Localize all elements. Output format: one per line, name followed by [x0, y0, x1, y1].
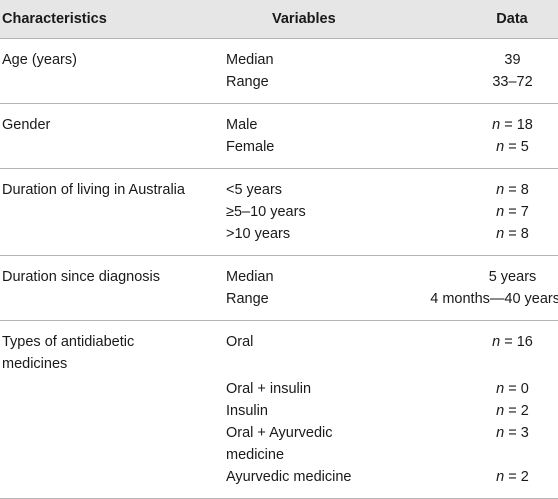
data-cell: 5 years 4 months—40 years: [426, 255, 558, 321]
variable-label: Oral + Ayurvedic medicine: [226, 425, 333, 463]
variables-cell: Median Range: [226, 255, 426, 321]
variables-cell: Oral Oral + insulin Insulin Oral + Ayurv…: [226, 320, 426, 499]
data-value: 39: [504, 52, 521, 68]
n-count: = 8: [504, 182, 529, 198]
n-symbol: n: [496, 204, 505, 220]
variable-label: Oral: [226, 334, 254, 350]
n-symbol: n: [492, 334, 501, 350]
variable-label: >10 years: [226, 226, 291, 242]
table-row-gender: Gender Male Female n = 18 n = 5: [0, 103, 558, 169]
n-count: = 18: [500, 117, 533, 133]
table-row-duration-diagnosis: Duration since diagnosis Median Range 5 …: [0, 255, 558, 321]
table-row-medicines: Types of antidiabetic medicines Oral Ora…: [0, 320, 558, 499]
data-value: n = 5: [427, 136, 558, 158]
table-row-age: Age (years) Median Range 39 33–72: [0, 38, 558, 104]
variable-label: Range: [226, 291, 269, 307]
characteristic-label: Duration since diagnosis: [2, 269, 160, 285]
variable-label: Ayurvedic medicine: [226, 469, 352, 485]
data-value: 4 months—40 years: [430, 291, 558, 307]
data-cell: n = 18 n = 5: [426, 103, 558, 169]
variable-label: Insulin: [226, 403, 268, 419]
data-value: n = 7: [427, 201, 558, 223]
data-value: n = 16: [427, 331, 558, 353]
data-cell: n = 8 n = 7 n = 8: [426, 168, 558, 256]
data-value: n = 8: [427, 223, 558, 245]
n-count: = 7: [504, 204, 529, 220]
n-symbol: n: [496, 139, 505, 155]
variable-label: Median: [226, 269, 274, 285]
data-value: n = 3: [427, 422, 558, 466]
characteristic-cell: Duration of living in Australia: [0, 168, 226, 256]
n-count: = 3: [504, 425, 529, 441]
n-symbol: n: [492, 117, 501, 133]
characteristic-cell: Gender: [0, 103, 226, 169]
n-count: = 16: [500, 334, 533, 350]
header-characteristics: Characteristics: [2, 11, 107, 27]
characteristic-cell: Types of antidiabetic medicines: [0, 320, 226, 499]
characteristic-label: Duration of living in Australia: [2, 182, 185, 198]
data-cell: n = 16 n = 0 n = 2 n = 3 n = 2: [426, 320, 558, 499]
data-value: 5 years: [488, 269, 537, 285]
variables-cell: <5 years ≥5–10 years >10 years: [226, 168, 426, 256]
header-variables: Variables: [272, 11, 336, 27]
variable-label: Oral + insulin: [226, 381, 312, 397]
n-count: = 5: [504, 139, 529, 155]
n-count: = 0: [504, 381, 529, 397]
data-value: 33–72: [492, 74, 533, 90]
data-value: n = 18: [427, 114, 558, 136]
n-symbol: n: [496, 182, 505, 198]
table-row-duration-living: Duration of living in Australia <5 years…: [0, 168, 558, 256]
data-value: n = 8: [427, 179, 558, 201]
variable-label: Median: [226, 52, 274, 68]
variables-cell: Median Range: [226, 38, 426, 104]
characteristic-cell: Age (years): [0, 38, 226, 104]
n-symbol: n: [496, 403, 505, 419]
characteristic-cell: Duration since diagnosis: [0, 255, 226, 321]
variable-label: Female: [226, 139, 275, 155]
characteristic-label: Gender: [2, 117, 51, 133]
n-count: = 2: [504, 469, 529, 485]
data-value: n = 2: [427, 400, 558, 422]
n-symbol: n: [496, 381, 505, 397]
n-symbol: n: [496, 425, 505, 441]
n-count: = 8: [504, 226, 529, 242]
n-count: = 2: [504, 403, 529, 419]
variable-label: <5 years: [226, 182, 283, 198]
n-symbol: n: [496, 226, 505, 242]
variable-label: Male: [226, 117, 258, 133]
table-body: Age (years) Median Range 39 33–72 Gender…: [0, 38, 558, 499]
variables-cell: Male Female: [226, 103, 426, 169]
characteristic-label: Age (years): [2, 52, 77, 68]
header-row: Characteristics Variables Data: [0, 0, 558, 39]
data-cell: 39 33–72: [426, 38, 558, 104]
variable-label: Range: [226, 74, 269, 90]
variable-label: ≥5–10 years: [226, 204, 306, 220]
data-value: n = 2: [427, 466, 558, 488]
header-data: Data: [496, 11, 528, 27]
table-header: Characteristics Variables Data: [0, 0, 558, 39]
data-value: n = 0: [427, 378, 558, 400]
characteristic-label: Types of antidiabetic medicines: [2, 334, 135, 372]
